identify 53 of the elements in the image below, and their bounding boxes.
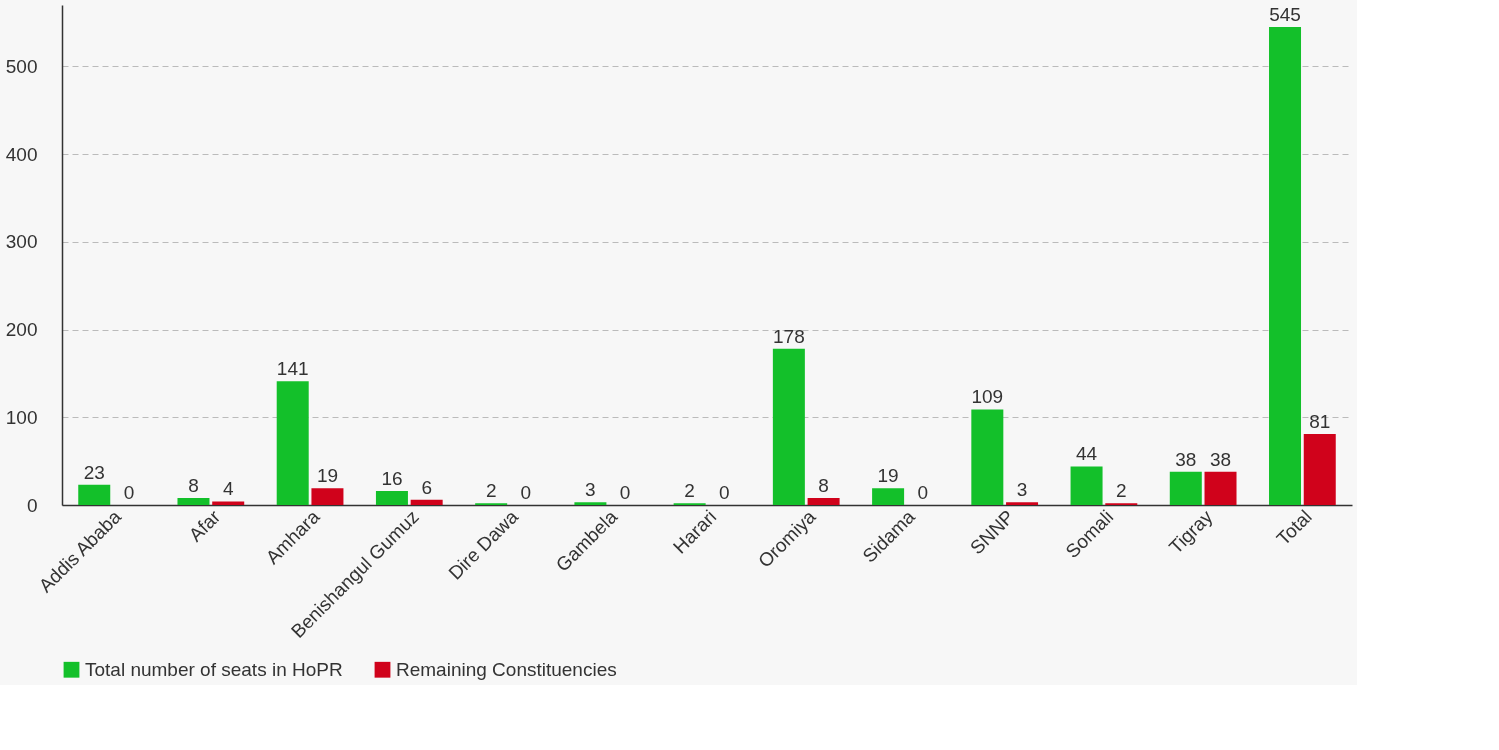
bar (78, 484, 111, 505)
data-label: 4 (222, 478, 234, 500)
y-tick-label: 500 (5, 55, 38, 77)
bar (410, 499, 443, 505)
data-label: 19 (316, 465, 339, 487)
bar (772, 348, 805, 505)
data-label: 545 (1269, 3, 1301, 25)
bar (574, 502, 607, 505)
bar (872, 488, 905, 505)
bar (1269, 26, 1302, 505)
data-label: 178 (773, 325, 805, 347)
bar (276, 381, 309, 505)
legend-label: Total number of seats in HoPR (85, 658, 343, 680)
y-tick-label: 300 (5, 231, 38, 253)
bar (375, 490, 408, 505)
data-label: 8 (188, 474, 199, 496)
bar (1169, 471, 1202, 505)
data-label: 3 (585, 479, 596, 501)
data-label: 19 (877, 465, 899, 487)
y-tick-label: 200 (5, 319, 38, 341)
bar (971, 409, 1004, 505)
data-label: 0 (719, 482, 730, 503)
bar (311, 488, 344, 505)
data-label: 38 (1175, 448, 1197, 470)
data-label: 3 (1016, 479, 1028, 501)
data-label: 0 (123, 482, 135, 503)
bar (1006, 502, 1039, 505)
legend-label: Remaining Constituencies (396, 658, 617, 680)
bar (212, 501, 245, 505)
data-label: 16 (381, 467, 403, 489)
data-label: 6 (421, 476, 432, 498)
bar (1070, 466, 1103, 505)
bar (807, 497, 840, 505)
data-label: 8 (818, 474, 829, 496)
data-label: 109 (971, 386, 1004, 408)
data-label: 2 (1116, 480, 1127, 502)
data-label: 2 (684, 480, 695, 502)
y-tick-label: 0 (26, 494, 38, 516)
data-label: 0 (917, 482, 929, 503)
data-label: 38 (1209, 448, 1232, 470)
data-label: 81 (1309, 410, 1331, 432)
x-tick-label: Afar (184, 505, 225, 546)
data-label: 2 (485, 480, 497, 502)
y-tick-label: 100 (5, 406, 38, 428)
data-label: 141 (276, 358, 309, 380)
bar (1204, 471, 1237, 505)
data-label: 0 (520, 482, 532, 503)
bar (1303, 433, 1336, 505)
bar (177, 497, 210, 505)
data-label: 44 (1075, 443, 1098, 465)
data-label: 23 (83, 461, 105, 483)
y-tick-label: 400 (5, 143, 38, 165)
data-label: 0 (619, 482, 631, 503)
